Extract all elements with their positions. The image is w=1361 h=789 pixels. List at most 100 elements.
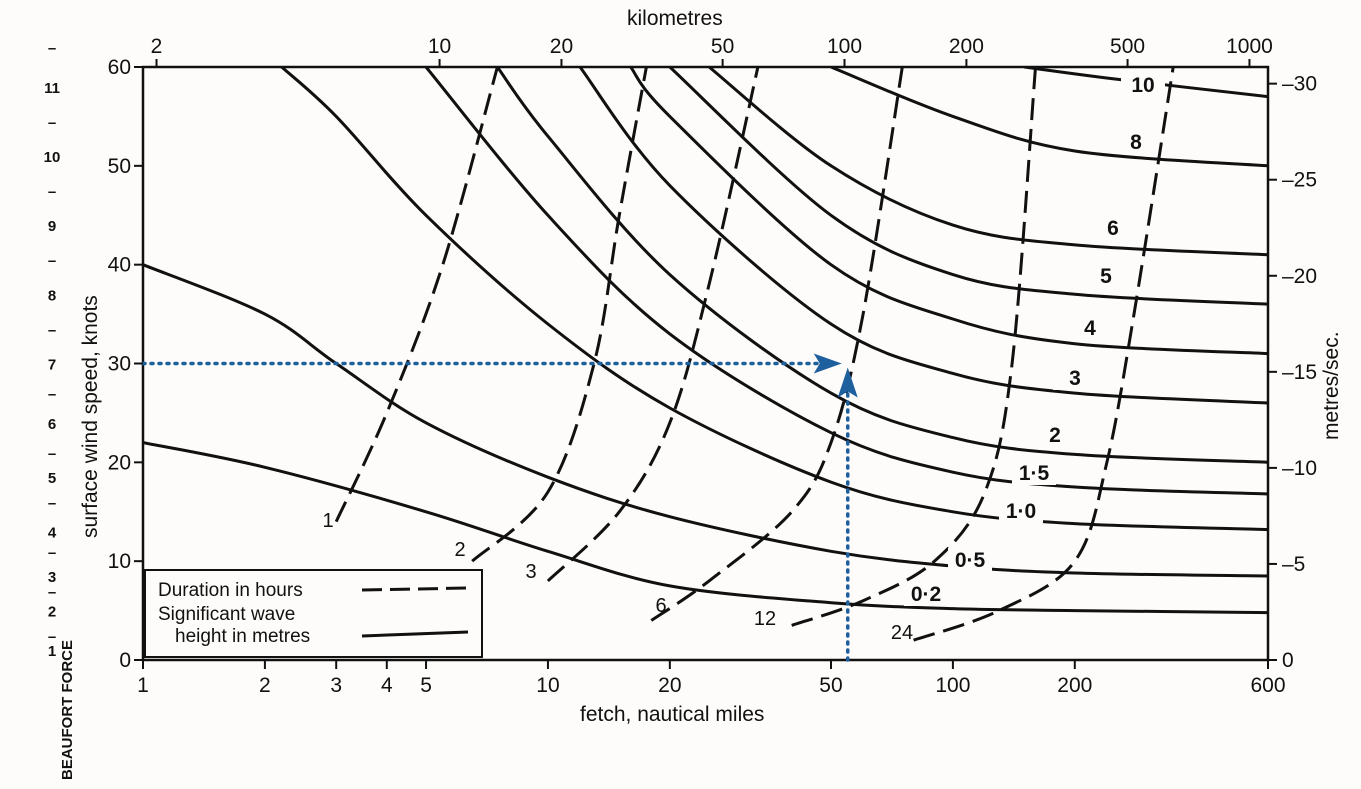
beaufort-mark: – (48, 445, 56, 462)
label-bg (1121, 73, 1165, 97)
wave-height-curve (578, 67, 1268, 405)
beaufort-mark: 2 (48, 604, 56, 621)
legend: Duration in hours Significant wave heigh… (144, 569, 483, 658)
duration-label: 12 (754, 608, 776, 630)
legend-duration-swatch (361, 586, 469, 592)
beaufort-mark: 1 (48, 643, 56, 660)
wave-height-curve (1024, 67, 1268, 99)
beaufort-mark: 3 (48, 569, 56, 586)
beaufort-mark: 7 (48, 357, 56, 374)
x-axis-title: fetch, nautical miles (580, 703, 764, 726)
y2-tick-label: –5 (1282, 553, 1305, 576)
example-wind-arrow (813, 353, 842, 374)
wave-height-label: 1·0 (1006, 500, 1036, 523)
y-tick-label: 50 (108, 155, 131, 178)
wave-height-curve (143, 441, 1268, 615)
y2-axis-title: metres/sec. (1320, 331, 1343, 440)
beaufort-mark: 8 (48, 287, 56, 304)
y2-tick-label: –30 (1282, 73, 1317, 96)
label-bg (1091, 216, 1135, 240)
x-tick-label: 100 (935, 674, 970, 697)
beaufort-mark: – (48, 386, 56, 403)
duration-curve (650, 67, 904, 622)
beaufort-mark: 6 (48, 416, 56, 433)
beaufort-mark: – (48, 495, 56, 512)
x2-tick-label: 10 (428, 35, 451, 58)
beaufort-mark: 4 (48, 525, 57, 542)
x2-axis-title: kilometres (627, 7, 723, 30)
y2-tick-label: 0 (1282, 649, 1294, 672)
x-tick-label: 1 (137, 674, 149, 697)
y-tick-label: 10 (108, 550, 131, 573)
wave-height-label: 0·5 (955, 549, 986, 572)
beaufort-mark: 11 (44, 80, 60, 97)
wave-height-label: 5 (1100, 265, 1112, 288)
y2-tick-label: –10 (1282, 457, 1317, 480)
wave-height-label: 0·2 (911, 583, 941, 606)
duration-curve (334, 67, 499, 523)
x2-tick-label: 50 (711, 35, 734, 58)
wave-height-curve (830, 67, 1268, 168)
wave-height-label: 8 (1130, 131, 1142, 154)
beaufort-mark: – (48, 184, 56, 201)
label-bg (1068, 316, 1112, 340)
label-bg (948, 548, 992, 572)
beaufort-title: BEAUFORT FORCE (59, 640, 76, 780)
wave-height-curve (424, 67, 1268, 496)
y2-tick-label: –25 (1282, 169, 1317, 192)
x-tick-label: 20 (658, 674, 681, 697)
beaufort-mark: 10 (44, 149, 61, 166)
wave-height-curve (496, 67, 1268, 464)
wave-height-label: 3 (1069, 367, 1081, 390)
label-bg (904, 582, 948, 606)
x-tick-label: 600 (1250, 674, 1285, 697)
wave-height-curve (143, 263, 1268, 578)
beaufort-mark: – (48, 322, 56, 339)
wave-height-label: 2 (1049, 424, 1061, 447)
wave-height-curve (668, 67, 1268, 306)
x-tick-label: 50 (819, 674, 842, 697)
y2-tick-label: –20 (1282, 265, 1317, 288)
label-bg (999, 499, 1043, 523)
y-tick-label: 0 (119, 649, 131, 672)
label-bg (1012, 461, 1056, 485)
duration-label: 2 (454, 539, 465, 561)
wave-height-curve (629, 67, 1268, 356)
beaufort-mark: – (48, 114, 56, 131)
x-tick-label: 2 (259, 674, 271, 697)
x2-tick-label: 100 (827, 35, 862, 58)
duration-curve (791, 67, 1037, 627)
legend-height-label: Significant wave (158, 604, 295, 625)
x-tick-label: 200 (1057, 674, 1092, 697)
y-tick-label: 40 (108, 254, 131, 277)
wave-height-curve (708, 67, 1268, 257)
duration-curve (546, 67, 760, 582)
x-tick-label: 4 (381, 674, 393, 697)
x2-tick-label: 500 (1110, 35, 1145, 58)
wave-height-curve (280, 67, 1268, 531)
example-fetch-arrow (837, 367, 858, 398)
y-tick-label: 30 (108, 353, 131, 376)
beaufort-mark: 9 (48, 218, 56, 235)
x-tick-label: 3 (330, 674, 342, 697)
label-bg (1033, 423, 1077, 447)
example-lines (141, 353, 858, 662)
legend-duration-label: Duration in hours (158, 580, 303, 601)
duration-label: 6 (655, 595, 666, 617)
beaufort-mark: – (48, 40, 56, 57)
beaufort-mark: 5 (48, 470, 56, 487)
duration-label: 24 (891, 622, 913, 644)
label-bg (1114, 130, 1158, 154)
x-tick-label: 5 (420, 674, 432, 697)
x2-tick-label: 20 (550, 35, 573, 58)
beaufort-mark: – (48, 253, 56, 270)
y2-tick-label: –15 (1282, 361, 1317, 384)
duration-curve (471, 67, 648, 563)
duration-curves (334, 67, 1175, 642)
y-tick-label: 60 (108, 56, 131, 79)
duration-label: 1 (322, 510, 333, 532)
y-tick-label: 20 (108, 451, 131, 474)
